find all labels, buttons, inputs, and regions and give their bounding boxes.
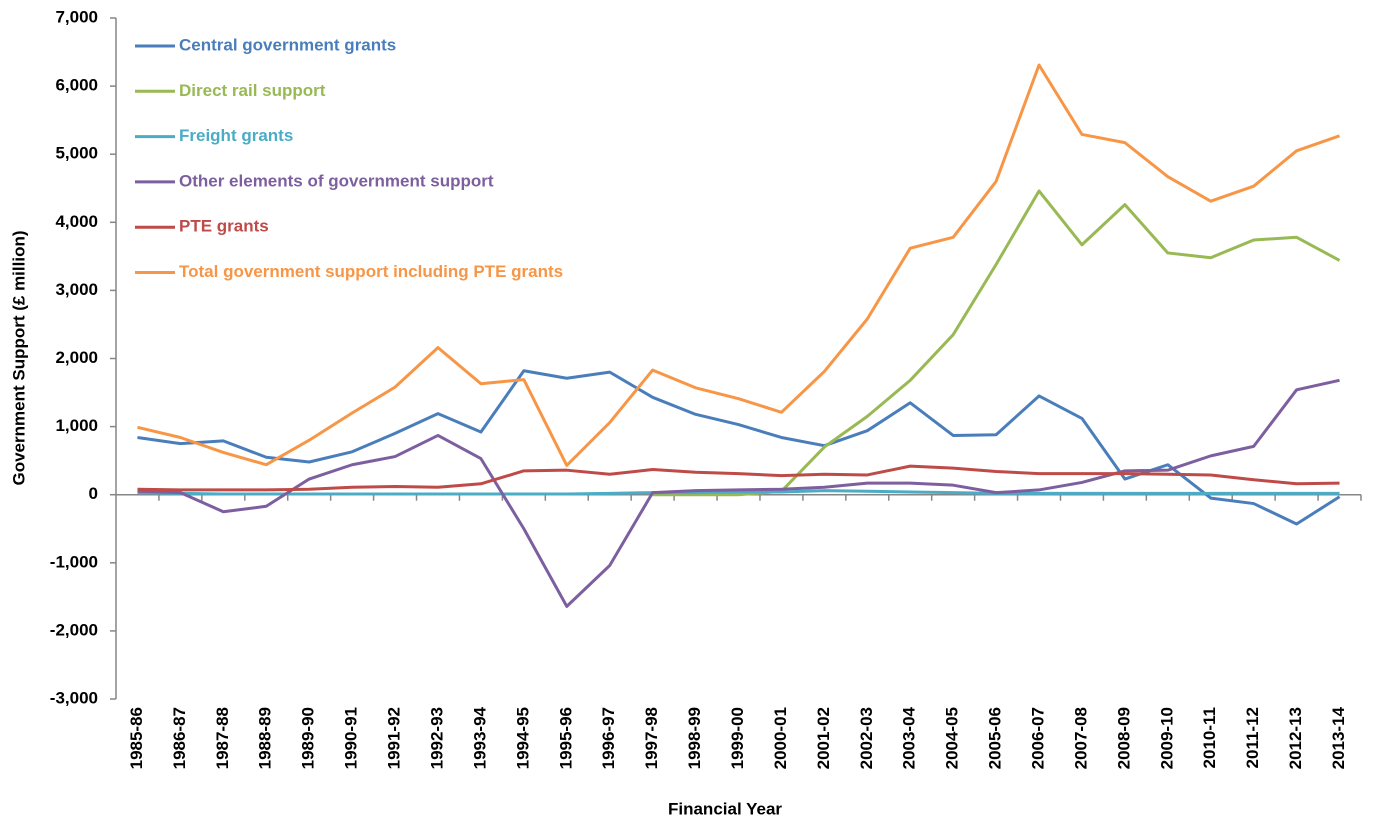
x-tick-label: 2007-08 [1071, 707, 1090, 769]
x-tick-label: 1997-98 [642, 707, 661, 769]
y-tick-label: -2,000 [50, 620, 98, 639]
legend-label: Other elements of government support [179, 171, 494, 190]
x-tick-label: 2010-11 [1200, 707, 1219, 768]
series-line [137, 378, 1340, 608]
legend-label: Freight grants [179, 126, 293, 145]
x-tick-label: 2012-13 [1286, 707, 1305, 769]
series-line [137, 464, 1340, 492]
y-tick-label: 7,000 [55, 7, 98, 26]
x-tick-label: 1985-86 [127, 707, 146, 769]
y-tick-label: 6,000 [55, 76, 98, 95]
x-tick-label: 1994-95 [513, 707, 532, 769]
y-tick-label: -1,000 [50, 552, 98, 571]
y-tick-label: 0 [89, 484, 98, 503]
y-tick-label: 5,000 [55, 144, 98, 163]
y-tick-label: 1,000 [55, 416, 98, 435]
x-tick-label: 1999-00 [728, 707, 747, 769]
y-axis-title: Government Support (£ million) [9, 230, 28, 485]
legend-label: Direct rail support [179, 81, 326, 100]
series-line [137, 369, 1341, 526]
x-tick-label: 2000-01 [771, 707, 790, 769]
x-tick-label: 2006-07 [1029, 707, 1048, 769]
x-tick-label: 1987-88 [213, 707, 232, 769]
x-tick-label: 1990-91 [342, 707, 361, 769]
x-tick-label: 2004-05 [943, 707, 962, 769]
legend-label: Central government grants [179, 35, 396, 54]
x-tick-label: 2008-09 [1114, 707, 1133, 769]
x-tick-label: 2002-03 [857, 707, 876, 769]
series-line [137, 489, 1340, 496]
x-tick-label: 2003-04 [900, 706, 919, 769]
x-tick-label: 1995-96 [556, 707, 575, 769]
x-tick-label: 2011-12 [1243, 707, 1262, 768]
x-tick-label: 1993-94 [470, 706, 489, 769]
x-tick-label: 1989-90 [299, 707, 318, 769]
x-tick-label: 2013-14 [1329, 706, 1348, 769]
y-tick-label: 3,000 [55, 280, 98, 299]
y-tick-label: -3,000 [50, 688, 98, 707]
x-tick-label: 1986-87 [170, 707, 189, 769]
series-line [137, 63, 1341, 467]
y-tick-label: 4,000 [55, 212, 98, 231]
x-tick-label: 1991-92 [385, 707, 404, 769]
x-tick-label: 2001-02 [814, 707, 833, 769]
x-tick-label: 2009-10 [1157, 707, 1176, 769]
y-tick-label: 2,000 [55, 348, 98, 367]
x-tick-label: 1988-89 [256, 707, 275, 769]
x-axis-title: Financial Year [668, 799, 782, 818]
legend-label: PTE grants [179, 217, 269, 236]
x-tick-label: 1992-93 [427, 707, 446, 769]
x-tick-label: 1996-97 [599, 707, 618, 769]
x-tick-label: 1998-99 [685, 707, 704, 769]
x-tick-label: 2005-06 [986, 707, 1005, 769]
legend-label: Total government support including PTE g… [179, 262, 563, 281]
